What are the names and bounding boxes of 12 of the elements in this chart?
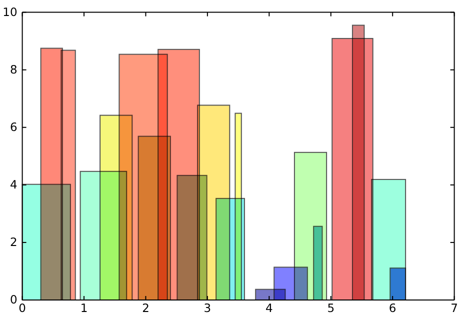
x-tick-label: 6 bbox=[388, 301, 396, 316]
x-tick-label: 7 bbox=[450, 301, 458, 316]
x-tick-label: 1 bbox=[80, 301, 88, 316]
y-tick-label: 2 bbox=[10, 235, 18, 250]
x-tick-label: 3 bbox=[204, 301, 212, 316]
y-tick-label: 4 bbox=[10, 178, 18, 192]
x-tick-label: 4 bbox=[265, 301, 273, 316]
x-tick-label: 5 bbox=[327, 301, 335, 316]
y-tick-label: 10 bbox=[2, 4, 18, 19]
x-tick-label: 2 bbox=[142, 301, 150, 316]
y-tick-label: 6 bbox=[10, 120, 18, 134]
y-tick-label: 8 bbox=[10, 62, 18, 77]
